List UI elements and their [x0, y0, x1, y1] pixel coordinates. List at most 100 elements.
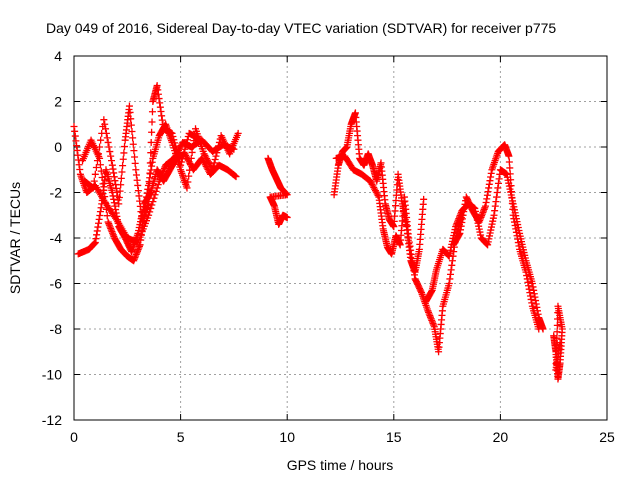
data-point	[212, 152, 220, 160]
data-point	[177, 161, 185, 169]
data-point	[128, 128, 136, 136]
data-point	[535, 325, 543, 333]
data-point	[505, 152, 513, 160]
y-tick-label: -8	[50, 321, 63, 337]
data-point	[131, 153, 139, 161]
data-point	[117, 174, 125, 182]
data-point	[554, 302, 562, 310]
data-point	[96, 143, 104, 151]
data-point	[148, 108, 156, 116]
series-track-d	[81, 82, 202, 226]
x-tick-label: 0	[70, 429, 78, 445]
series-track-g	[332, 152, 466, 356]
data-point	[154, 181, 162, 189]
data-point	[145, 200, 153, 208]
data-point	[121, 143, 129, 151]
data-point	[102, 199, 110, 207]
y-tick-label: -12	[42, 412, 62, 428]
data-point	[173, 148, 181, 156]
data-point	[145, 179, 153, 187]
data-point	[125, 102, 133, 110]
data-point	[92, 163, 100, 171]
data-point	[553, 328, 561, 336]
data-point	[126, 108, 134, 116]
data-points	[70, 82, 566, 383]
series-track-i	[449, 141, 543, 333]
data-point	[103, 134, 111, 142]
data-point	[118, 168, 126, 176]
data-point	[172, 145, 180, 153]
data-point	[129, 140, 137, 148]
data-point	[105, 143, 113, 151]
data-point	[171, 139, 179, 147]
data-point	[556, 339, 564, 347]
data-point	[506, 164, 514, 172]
series-track-j	[550, 302, 566, 383]
data-point	[90, 177, 98, 185]
data-point	[103, 212, 111, 220]
data-point	[508, 199, 516, 207]
data-point	[553, 334, 561, 342]
data-point	[185, 172, 193, 180]
data-point	[120, 149, 128, 157]
data-point	[100, 186, 108, 194]
data-point	[146, 169, 154, 177]
data-point	[180, 148, 188, 156]
data-point	[178, 155, 186, 163]
data-point	[506, 170, 514, 178]
data-point	[127, 121, 135, 129]
data-point	[88, 183, 96, 191]
data-point	[127, 115, 135, 123]
x-tick-label: 15	[386, 429, 402, 445]
data-point	[147, 149, 155, 157]
data-point	[115, 194, 123, 202]
data-point	[171, 142, 179, 150]
data-point	[194, 134, 202, 142]
data-point	[184, 178, 192, 186]
data-point	[99, 180, 107, 188]
data-point	[98, 173, 106, 181]
y-tick-label: -4	[50, 230, 63, 246]
data-point	[131, 159, 139, 167]
data-point	[182, 142, 190, 150]
x-tick-label: 5	[177, 429, 185, 445]
y-tick-label: -2	[50, 185, 63, 201]
data-point	[214, 145, 222, 153]
y-tick-label: -6	[50, 276, 63, 292]
data-point	[181, 145, 189, 153]
data-point	[106, 148, 114, 156]
axis-ticks: 0 5 10 15 20 25 -12 -10 -8 -6 -4 -2 0 2 4	[42, 48, 615, 445]
data-point	[508, 194, 516, 202]
data-point	[210, 159, 218, 167]
data-point	[554, 309, 562, 317]
data-point	[145, 190, 153, 198]
y-tick-label: 4	[54, 48, 62, 64]
data-point	[148, 118, 156, 126]
data-point	[183, 139, 191, 147]
data-point	[102, 205, 110, 213]
y-axis-label: SDTVAR / TECUs	[7, 182, 23, 294]
data-point	[108, 157, 116, 165]
data-point	[374, 191, 382, 199]
data-point	[96, 161, 104, 169]
data-point	[101, 193, 109, 201]
data-point	[213, 149, 221, 157]
data-point	[119, 155, 127, 163]
x-tick-label: 10	[279, 429, 295, 445]
data-point	[148, 201, 156, 209]
data-point	[89, 184, 97, 192]
data-point	[420, 195, 428, 203]
data-point	[505, 158, 513, 166]
y-tick-label: 0	[54, 139, 62, 155]
data-point	[119, 162, 127, 170]
data-point	[102, 125, 110, 133]
data-point	[104, 138, 112, 146]
data-point	[130, 147, 138, 155]
data-point	[95, 150, 103, 158]
data-point	[186, 166, 194, 174]
data-point	[116, 187, 124, 195]
data-point	[101, 120, 109, 128]
data-point	[283, 214, 291, 222]
data-point	[107, 152, 115, 160]
